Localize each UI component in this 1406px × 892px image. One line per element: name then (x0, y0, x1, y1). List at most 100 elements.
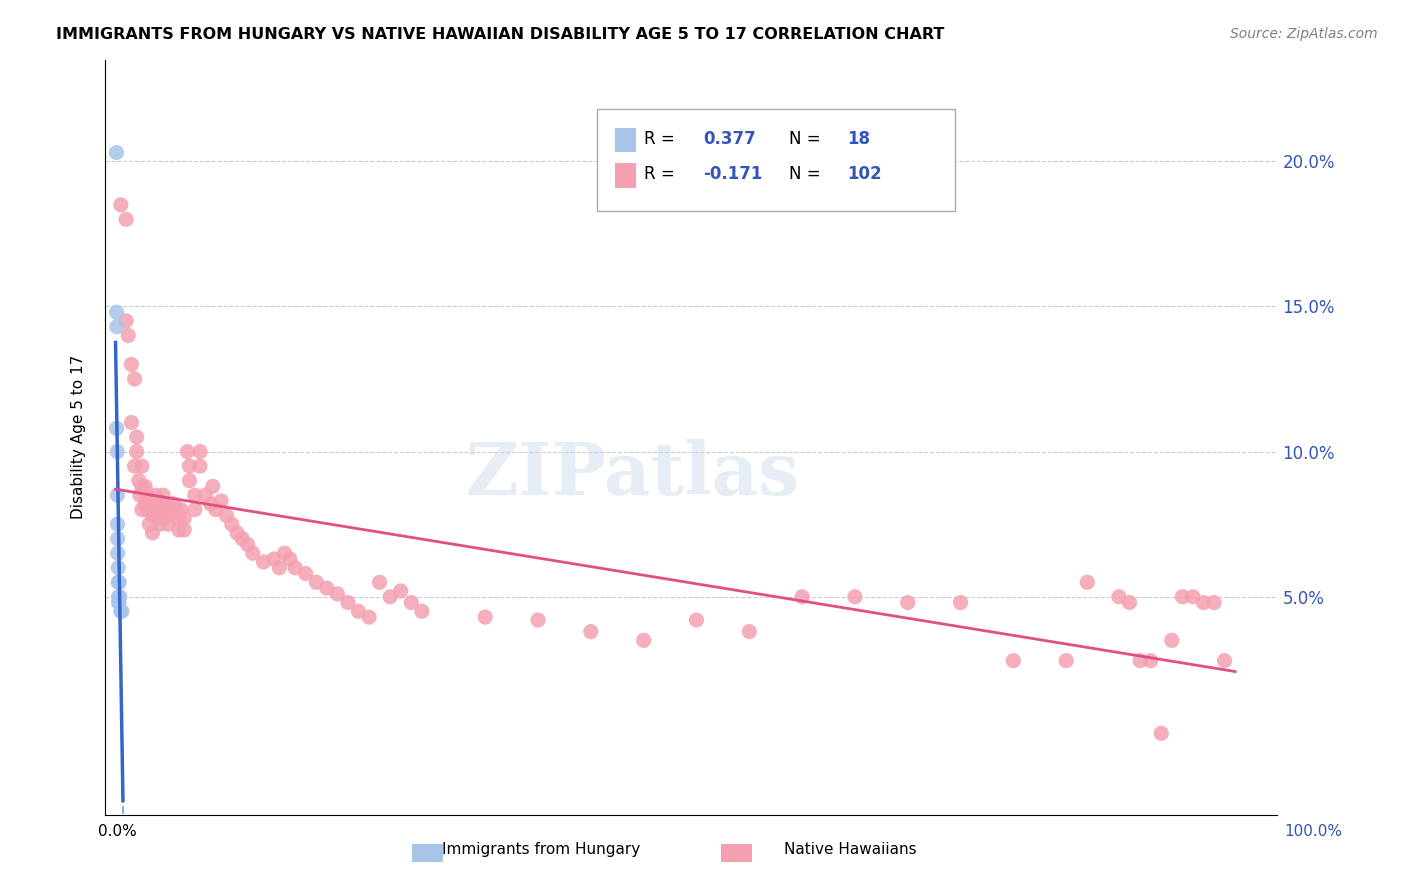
Point (357, 610, 380, 624)
Point (1054, 654, 1077, 668)
Point (1118, 596, 1140, 610)
Point (209, 494, 232, 508)
Point (790, 590, 813, 604)
Point (1213, 654, 1236, 668)
Point (685, 613, 707, 627)
Point (226, 525, 249, 540)
Point (115, 212, 138, 227)
Point (107, 596, 129, 610)
Point (231, 532, 253, 546)
Bar (614, 163, 636, 188)
Point (278, 552, 301, 566)
Point (242, 546, 264, 560)
Point (188, 459, 211, 474)
Point (105, 305, 128, 319)
Point (474, 610, 496, 624)
Point (284, 560, 307, 574)
Point (117, 328, 139, 343)
Point (138, 517, 160, 532)
Point (273, 546, 295, 560)
Point (149, 502, 172, 516)
Point (107, 488, 129, 502)
Point (305, 575, 328, 590)
Point (134, 497, 156, 511)
Point (141, 508, 163, 523)
Point (115, 314, 138, 328)
Point (170, 502, 193, 516)
Point (107, 560, 129, 574)
Point (167, 511, 190, 525)
Point (579, 624, 602, 639)
Point (179, 459, 201, 474)
Point (184, 502, 207, 516)
Point (128, 488, 150, 502)
Point (107, 575, 129, 590)
Point (205, 502, 228, 516)
Point (179, 474, 201, 488)
Point (1171, 590, 1194, 604)
Point (315, 581, 337, 595)
Point (120, 358, 142, 372)
Text: Native Hawaiians: Native Hawaiians (785, 842, 917, 856)
Point (155, 497, 177, 511)
Point (1076, 575, 1098, 590)
Point (105, 145, 128, 160)
Point (380, 590, 402, 604)
Text: R =: R = (644, 130, 681, 148)
Text: R =: R = (644, 165, 681, 184)
Point (1002, 654, 1025, 668)
Point (1181, 590, 1204, 604)
Point (1202, 596, 1225, 610)
Point (173, 523, 195, 537)
Bar (614, 128, 636, 153)
Point (897, 596, 920, 610)
Point (131, 502, 153, 516)
FancyBboxPatch shape (598, 109, 955, 211)
Text: -0.171: -0.171 (703, 165, 762, 184)
Point (111, 604, 134, 618)
Point (157, 517, 180, 532)
Point (107, 517, 129, 532)
Point (368, 575, 391, 590)
Point (263, 552, 285, 566)
Point (131, 459, 153, 474)
Point (146, 497, 169, 511)
Point (201, 479, 224, 493)
Point (269, 560, 291, 574)
Point (141, 525, 163, 540)
Text: N =: N = (789, 165, 825, 184)
Point (221, 517, 243, 532)
Text: Immigrants from Hungary: Immigrants from Hungary (441, 842, 641, 856)
Text: N =: N = (789, 130, 825, 148)
Point (1139, 654, 1161, 668)
Point (949, 596, 972, 610)
Point (1150, 726, 1173, 740)
Point (411, 604, 433, 618)
Point (176, 444, 198, 458)
Point (145, 502, 167, 516)
Point (107, 596, 129, 610)
Point (149, 517, 172, 532)
Point (1108, 590, 1130, 604)
Text: ZIPatlas: ZIPatlas (465, 440, 800, 510)
Point (152, 488, 174, 502)
Point (107, 532, 129, 546)
Point (1160, 633, 1182, 648)
Point (128, 474, 150, 488)
Point (136, 502, 159, 516)
Point (336, 596, 359, 610)
Point (120, 416, 142, 430)
Point (215, 508, 238, 523)
Point (105, 421, 128, 435)
Point (136, 488, 159, 502)
Point (108, 575, 131, 590)
Text: 102: 102 (848, 165, 882, 184)
Point (152, 511, 174, 525)
Point (200, 497, 222, 511)
Text: 100.0%: 100.0% (1285, 824, 1343, 838)
Point (173, 511, 195, 525)
Point (124, 459, 146, 474)
Point (105, 444, 128, 458)
Point (188, 444, 211, 458)
Text: 0.0%: 0.0% (98, 824, 138, 838)
